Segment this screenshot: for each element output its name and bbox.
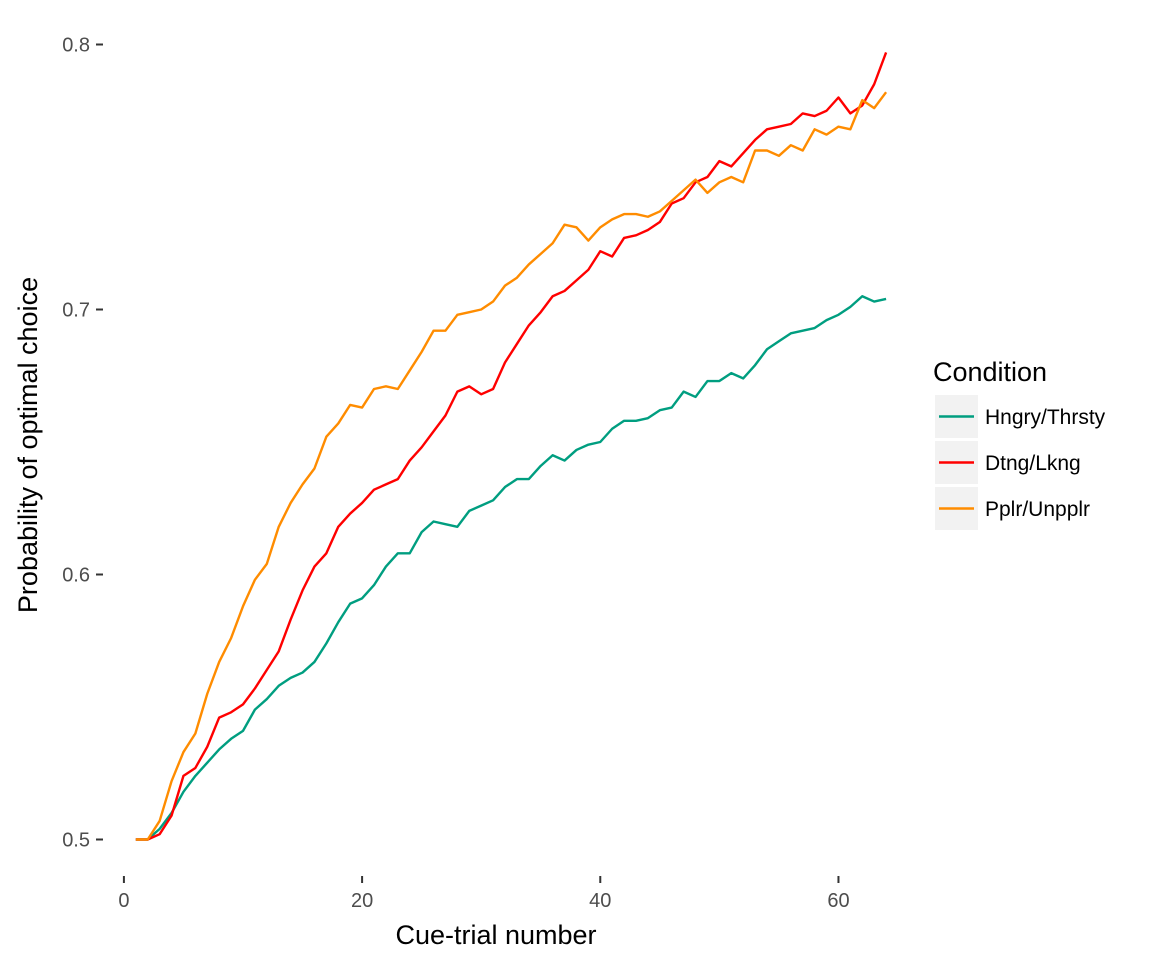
legend-item-dtng-lkng: Dtng/Lkng [935,441,1081,484]
x-axis: 0 20 40 60 [118,876,850,912]
legend-label: Hngry/Thrsty [985,406,1106,429]
y-axis: 0.5 0.6 0.7 0.8 [62,35,103,852]
x-axis-title: Cue-trial number [395,920,596,950]
series-line-dtng-lkng [135,52,888,841]
y-axis-title: Probability of optimal choice [13,277,43,613]
series-line-hngry-thrsty [135,295,887,841]
legend-item-hngry-thrsty: Hngry/Thrsty [935,395,1106,438]
x-tick-label: 0 [118,890,129,912]
x-tick-label: 40 [589,890,611,912]
y-tick-label: 0.5 [62,830,90,852]
legend-label: Pplr/Unpplr [985,498,1090,521]
legend-title: Condition [933,357,1047,387]
x-tick-label: 60 [827,890,849,912]
series-line-pplr-unpplr [135,91,888,841]
legend-item-pplr-unpplr: Pplr/Unpplr [935,487,1090,530]
y-tick-label: 0.6 [62,565,90,587]
y-tick-label: 0.7 [62,300,90,322]
legend-label: Dtng/Lkng [985,452,1081,475]
x-tick-label: 20 [351,890,373,912]
legend: Condition Hngry/Thrsty Dtng/Lkng Pplr/Unpp… [933,357,1106,530]
plot-area [135,52,888,841]
y-tick-label: 0.8 [62,35,90,57]
